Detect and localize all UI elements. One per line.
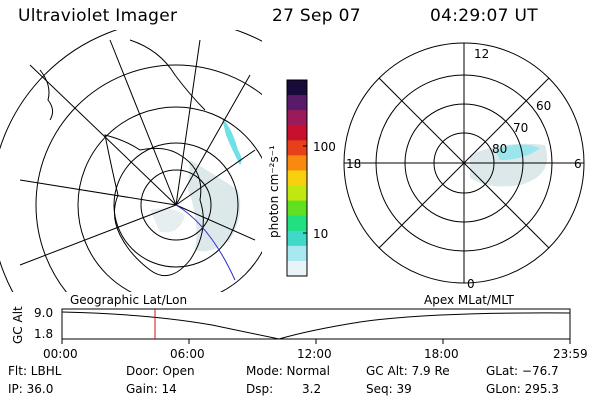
timeline-x-tick-2359: 23:59 <box>553 347 588 361</box>
colorbar-segment <box>287 155 307 171</box>
timeline-x-tick-1800: 18:00 <box>424 347 459 361</box>
colorbar-unit-label: photon cm⁻²s⁻¹ <box>267 145 281 238</box>
colorbar-frame <box>286 79 308 277</box>
colorbar <box>286 79 308 277</box>
uv-emission-patch <box>188 160 241 252</box>
mlt-label-18: 18 <box>346 157 361 171</box>
time-label: 04:29:07 UT <box>430 6 538 26</box>
colorbar-segment <box>287 125 307 141</box>
ip-value: IP: 36.0 <box>8 382 54 396</box>
colorbar-segment <box>287 260 307 277</box>
colorbar-tick-100: 100 <box>313 140 336 154</box>
timeline-x-tick-0600: 06:00 <box>170 347 205 361</box>
mlt-polar-plot <box>343 42 585 284</box>
mlt-label-12: 12 <box>474 47 489 61</box>
timeline-x-tick-0000: 00:00 <box>43 347 78 361</box>
colorbar-segment <box>287 230 307 247</box>
colorbar-tick-10: 10 <box>313 227 328 241</box>
timeline-y-title: GC Alt <box>11 306 25 344</box>
gain-value: Gain: 14 <box>126 382 177 396</box>
mlat-label-80: 80 <box>492 142 507 156</box>
colorbar-segment <box>287 215 307 232</box>
colorbar-segment <box>287 170 307 187</box>
altitude-timeline <box>61 308 571 344</box>
colorbar-segment <box>287 80 307 96</box>
mlt-label-6: 6 <box>574 157 582 171</box>
uv-emission-bright <box>495 144 540 160</box>
door-value: Door: Open <box>126 364 195 378</box>
filter-value: Flt: LBHL <box>8 364 62 378</box>
timeline-x-tick-1200: 12:00 <box>297 347 332 361</box>
dsp-value: 3.2 <box>302 382 322 396</box>
timeline-right-caption: Apex MLat/MLT <box>424 293 514 307</box>
glat-value: GLat: −76.7 <box>486 364 559 378</box>
mlat-label-60: 60 <box>536 99 551 113</box>
timeline-y-tick-9: 9.0 <box>34 306 53 320</box>
timeline-left-caption: Geographic Lat/Lon <box>70 293 187 307</box>
geographic-map <box>0 30 262 292</box>
dsp-label: Dsp: <box>246 382 274 396</box>
gc-alt-value: GC Alt: 7.9 Re <box>366 364 450 378</box>
colorbar-segment <box>287 140 307 156</box>
mlt-label-0: 0 <box>467 277 475 291</box>
instrument-title: Ultraviolet Imager <box>18 6 178 26</box>
timeline-y-tick-1-8: 1.8 <box>34 327 53 341</box>
date-label: 27 Sep 07 <box>272 6 361 26</box>
uv-emission-patch-2 <box>150 208 185 233</box>
glon-value: GLon: 295.3 <box>486 382 559 396</box>
colorbar-segment <box>287 245 307 262</box>
colorbar-segment <box>287 185 307 202</box>
mode-value: Mode: Normal <box>246 364 330 378</box>
mlat-label-70: 70 <box>513 121 528 135</box>
uv-emission-edge <box>222 118 242 165</box>
colorbar-segment <box>287 200 307 217</box>
seq-value: Seq: 39 <box>366 382 412 396</box>
colorbar-segment <box>287 95 307 111</box>
colorbar-segment <box>287 110 307 126</box>
